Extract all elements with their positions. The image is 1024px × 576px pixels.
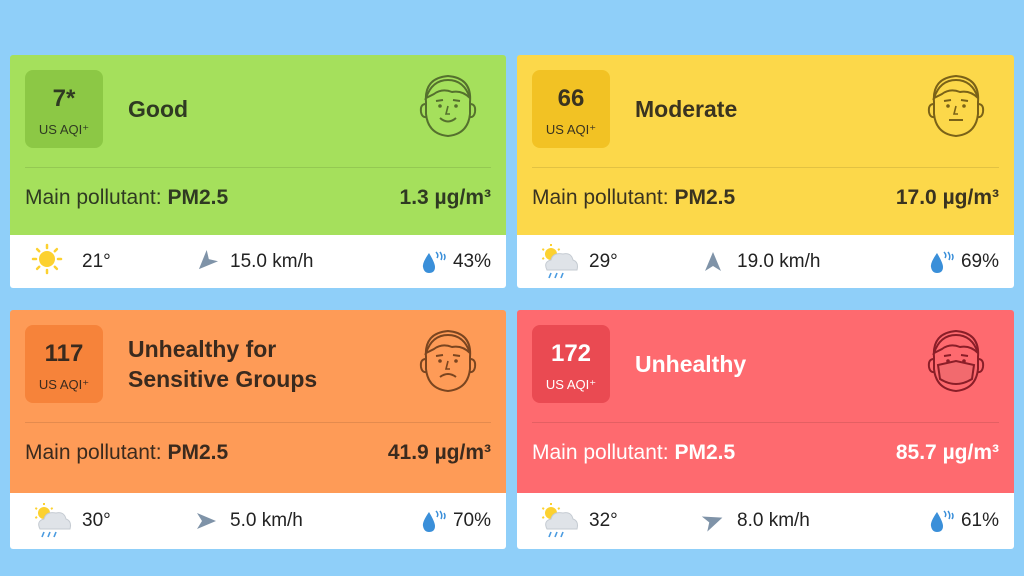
aqi-label: US AQI⁺ [38,377,90,392]
wind: 15.0 km/h [230,250,314,272]
face-icon [927,329,985,393]
wind: 8.0 km/h [737,510,810,531]
aqi-card: 66 US AQI⁺ Moderate Main pollutant: PM2.5 1… [517,55,1014,288]
weather-row: 30° 5.0 km/h 70% [10,493,506,549]
pollutant-row: Main pollutant: PM2.5 17.0 µg/m³ [532,186,999,210]
humidity-icon [930,250,954,273]
concentration: 41.9 µg/m³ [387,441,491,464]
weather-row: 29° 19.0 km/h 69% [517,235,1014,288]
temperature: 21° [82,250,111,272]
pollutant-label: Main pollutant: [25,441,162,464]
wind-icon [705,251,721,271]
status: Good [128,96,189,122]
face-icon [419,74,477,138]
humidity: 43% [452,250,491,272]
humidity: 61% [960,510,999,531]
pollutant-label: Main pollutant: [25,186,162,209]
face-icon [927,74,985,138]
wind-icon [198,249,219,269]
weather-icon [541,503,578,538]
pollutant-row: Main pollutant: PM2.5 1.3 µg/m³ [25,186,491,210]
aqi-badge: 7* US AQI⁺ [25,70,103,148]
wind: 5.0 km/h [230,510,303,531]
temperature: 29° [589,250,618,272]
weather-row: 21° 15.0 km/h 43% [10,235,506,288]
divider [25,167,491,168]
wind: 19.0 km/h [737,250,821,272]
card-header: 117 US AQI⁺ Unhealthy for Sensitive Groups… [10,310,506,493]
weather-icon [34,503,71,538]
concentration: 1.3 µg/m³ [399,186,491,209]
wind-icon [197,513,216,529]
pollutant-label: Main pollutant: [532,186,669,209]
aqi-label: US AQI⁺ [545,122,597,137]
aqi-label: US AQI⁺ [38,122,90,137]
aqi-badge: 172 US AQI⁺ [532,325,610,403]
aqi-card: 7* US AQI⁺ Good Main pollutant: PM2.5 1.3 µ… [10,55,506,288]
status: Unhealthy for Sensitive Groups [128,336,318,392]
weather-row: 32° 8.0 km/h 61% [517,493,1014,549]
aqi-value: 7* [52,85,76,112]
divider [25,422,491,423]
status: Unhealthy [635,351,747,377]
aqi-value: 172 [550,340,592,367]
concentration: 17.0 µg/m³ [895,186,999,209]
humidity: 70% [452,510,491,531]
aqi-label: US AQI⁺ [545,377,597,392]
wind-icon [701,516,723,532]
pollutant-label: Main pollutant: [532,441,669,464]
pollutant-row: Main pollutant: PM2.5 85.7 µg/m³ [532,441,999,465]
divider [532,422,999,423]
card-header: 66 US AQI⁺ Moderate Main pollutant: PM2.5 1… [517,55,1014,235]
weather-icon [541,243,578,278]
temperature: 32° [589,510,618,531]
aqi-badge: 66 US AQI⁺ [532,70,610,148]
pollutant: PM2.5 [674,441,736,464]
aqi-card: 117 US AQI⁺ Unhealthy for Sensitive Groups… [10,310,506,549]
aqi-card: 172 US AQI⁺ Unhealthy Main pollutant: PM2.… [517,310,1014,549]
divider [532,167,999,168]
card-header: 7* US AQI⁺ Good Main pollutant: PM2.5 1.3 µ… [10,55,506,235]
humidity: 69% [960,250,999,272]
pollutant-row: Main pollutant: PM2.5 41.9 µg/m³ [25,441,491,465]
humidity-icon [422,250,446,273]
aqi-value: 117 [44,340,84,367]
pollutant: PM2.5 [167,441,229,464]
concentration: 85.7 µg/m³ [895,441,999,464]
pollutant: PM2.5 [674,186,736,209]
humidity-icon [422,510,446,532]
aqi-value: 66 [557,85,585,112]
humidity-icon [930,510,954,532]
temperature: 30° [82,510,111,531]
card-header: 172 US AQI⁺ Unhealthy Main pollutant: PM2.… [517,310,1014,493]
aqi-badge: 117 US AQI⁺ [25,325,103,403]
weather-icon [31,243,63,274]
face-icon [419,329,477,393]
pollutant: PM2.5 [167,186,229,209]
status: Moderate [635,96,738,122]
